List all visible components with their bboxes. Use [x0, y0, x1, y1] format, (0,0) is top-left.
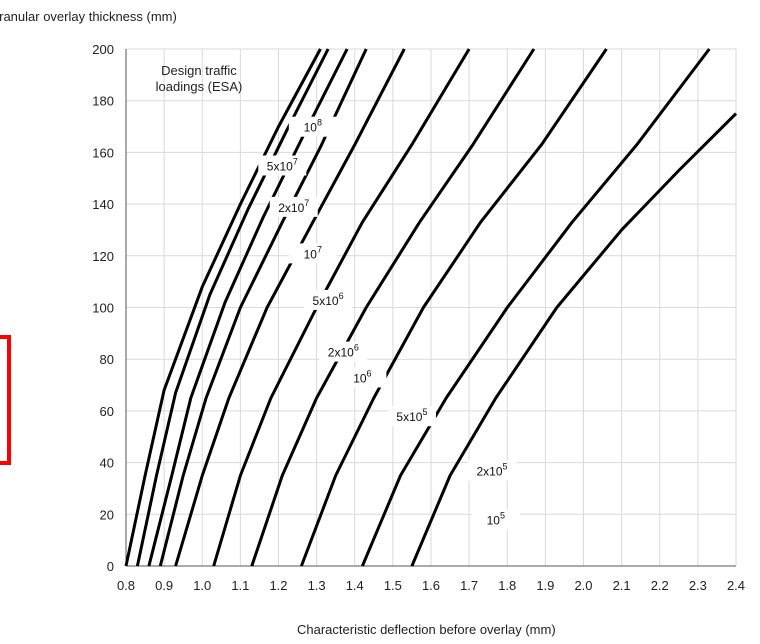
x-tick-label: 2.1 [613, 578, 631, 593]
series-line-0 [124, 48, 322, 567]
series-label-6: 106 [353, 368, 371, 385]
x-axis-title: Characteristic deflection before overlay… [297, 622, 556, 637]
y-tick-label: 80 [100, 352, 114, 367]
x-tick-label: 1.5 [384, 578, 402, 593]
x-tick-label: 2.2 [651, 578, 669, 593]
series-label-5: 2x106 [328, 343, 359, 360]
x-tick-label: 2.0 [574, 578, 592, 593]
y-tick-label: 120 [92, 249, 114, 264]
series-label-bg-7 [387, 406, 436, 427]
y-tick-label: 0 [107, 559, 114, 574]
y-tick-label: 140 [92, 197, 114, 212]
y-tick-label: 100 [92, 301, 114, 316]
grid [125, 48, 737, 567]
series-label-3: 107 [304, 244, 322, 261]
x-tick-label: 0.8 [117, 578, 135, 593]
series-line-3 [158, 48, 368, 567]
y-tick-label: 180 [92, 94, 114, 109]
y-axis-title: Granular overlay thickness (mm) [0, 9, 177, 24]
x-tick-label: 1.7 [460, 578, 478, 593]
y-tick-label: 20 [100, 507, 114, 522]
series-line-6 [250, 48, 536, 567]
series-label-9: 105 [487, 511, 505, 528]
series-label-bg-9 [471, 509, 520, 530]
series-labels: 108 5x107 2x107 107 5x106 2x106 106 5x105 2x105 1… [258, 116, 520, 530]
x-tick-label: 1.2 [269, 578, 287, 593]
series-label-bg-4 [304, 289, 353, 310]
x-tick-label: 2.4 [727, 578, 745, 593]
y-tick-label: 200 [92, 42, 114, 57]
legend-title-line: Design traffic [161, 63, 237, 78]
tick-labels: 0.8 0.9 1.0 1.1 1.2 1.3 1.4 1.5 1.6 1.7 1.8 1.9 2.0 2… [92, 42, 745, 593]
axes [125, 49, 736, 567]
series-line-9 [410, 112, 738, 567]
series-line-4 [174, 48, 406, 567]
series-label-4: 5x106 [313, 291, 344, 308]
series-label-bg-5 [319, 341, 368, 362]
series-label-bg-3 [288, 243, 337, 264]
series-label-bg-8 [468, 460, 516, 481]
y-tick-label: 160 [92, 145, 114, 160]
x-tick-label: 1.8 [498, 578, 516, 593]
y-tick-label: 40 [100, 456, 114, 471]
series-label-bg-6 [338, 367, 387, 388]
series-label-8: 2x105 [476, 462, 507, 479]
series-label-bg-2 [269, 196, 318, 217]
x-tick-label: 1.0 [193, 578, 211, 593]
series-label-1: 5x107 [267, 156, 298, 173]
series-line-2 [147, 48, 349, 567]
x-tick-label: 1.9 [536, 578, 554, 593]
x-tick-label: 1.1 [231, 578, 249, 593]
series-label-0: 108 [304, 118, 322, 135]
series-line-7 [299, 48, 608, 567]
series-label-2: 2x107 [278, 198, 309, 215]
series-label-7: 5x105 [396, 407, 427, 424]
red-highlight-box [0, 335, 11, 465]
x-tick-label: 1.4 [346, 578, 364, 593]
series-line-8 [361, 48, 711, 567]
x-tick-label: 2.3 [689, 578, 707, 593]
series-label-bg-0 [288, 116, 337, 137]
y-tick-label: 60 [100, 404, 114, 419]
legend-title-line: loadings (ESA) [156, 79, 243, 94]
x-tick-label: 0.9 [155, 578, 173, 593]
series-label-bg-1 [258, 155, 307, 176]
x-tick-label: 1.6 [422, 578, 440, 593]
series-line-1 [135, 48, 330, 567]
x-tick-label: 1.3 [308, 578, 326, 593]
